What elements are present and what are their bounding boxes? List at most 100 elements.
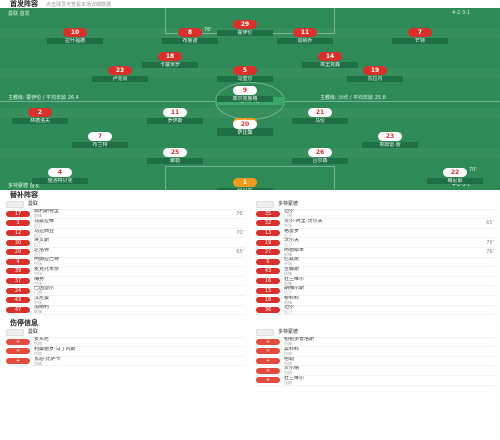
player-name: 布鲁诺 [162,38,218,44]
jersey-number: 23 [108,66,132,75]
injury-title: 伤停信息 [10,319,38,327]
player-name: 巴因迪尔 [34,286,55,292]
bottom-player[interactable]: 23 埃姆雷·詹 [360,132,420,154]
player-name: 萨比策 [217,130,273,136]
list-item[interactable]: 16 杜兰维尔 前锋 [256,277,494,287]
list-item[interactable]: 6 厄兹詹 中场 [256,257,494,268]
bottom-player[interactable]: 22 梅尼耶 70' [425,167,485,190]
injury-home: 曼联 + 安东尼 伤病 + 利桑德罗·马丁内斯 伤病 + 瓦恩-比萨卡 伤病 [0,328,250,440]
player-name: 卢克肖 [92,76,148,82]
injury-icon: + [256,358,280,365]
jersey-number: 14 [318,52,342,61]
jersey-number: 3 [6,220,30,227]
sub-time: 70' [469,167,477,173]
player-name: 佩利斯特里 [34,209,60,215]
bottom-player[interactable]: 26 吕尔森 [290,148,350,170]
top-player[interactable]: 14 埃里克森 [300,52,360,74]
jersey-number: 24 [6,287,30,294]
sub-time: 76' [204,27,212,33]
player-role: 伤病 [34,350,42,356]
bottom-player[interactable]: 4 施洛特贝克 [30,168,90,190]
list-item[interactable]: 47 加纳利 前锋 [6,305,244,316]
list-item[interactable]: 15 胡梅尔斯 后卫 [256,286,494,296]
list-item[interactable]: 35 迈尔 门将 [256,209,494,220]
jersey-number: 19 [256,239,280,246]
sub-time: 70' [236,230,244,237]
player-role: 门将 [284,213,292,219]
list-item[interactable]: + 安东尼 伤病 [6,337,244,348]
top-player[interactable]: 7 芒特 [390,28,450,50]
bottom-player[interactable]: 9 菲尔克鲁格 [215,86,275,108]
list-item[interactable]: + 莫科科 伤病 [256,347,494,357]
top-player[interactable]: 18 卡塞米罗 [140,52,200,74]
list-item[interactable]: 20 达洛特 后卫 65' [6,248,244,258]
bottom-player[interactable]: 20 萨比策 [215,120,275,142]
list-item[interactable]: + 瓦恩-比萨卡 伤病 [6,357,244,367]
bottom-player[interactable]: 11 罗伊斯 [145,108,205,130]
jersey-number: 39 [6,268,30,275]
list-item[interactable]: 43 吉滕斯 前锋 [256,267,494,277]
list-item[interactable]: 4 阿姆拉巴特 中场 [6,257,244,268]
list-item[interactable]: 43 汉尼拔 中场 [6,296,244,306]
jersey-number: 16 [256,278,280,285]
bottom-player[interactable]: 25 聚勒 [145,148,205,170]
player-name: 吉滕斯 [284,266,300,272]
jersey-number: 8 [178,28,202,37]
list-item[interactable]: 17 佩利斯特里 前锋 76' [6,209,244,220]
top-player[interactable]: 8 布鲁诺 76' [160,27,220,50]
player-name: 梅尼耶 [427,178,483,184]
list-item[interactable]: + 利桑德罗·马丁内斯 伤病 [6,347,244,357]
top-player[interactable]: 10 拉什福德 [45,28,105,50]
player-role: 后卫 [34,242,42,248]
top-player[interactable]: 29 霍伊伦 [215,20,275,42]
list-item[interactable]: 27 阿德耶米 前锋 76' [256,248,494,258]
player-role: 前锋 [284,299,292,305]
jersey-number: 7 [408,28,432,37]
list-item[interactable]: 12 马拉西亚 后卫 70' [6,229,244,239]
jersey-number: 7 [88,132,112,141]
top-player[interactable]: 23 卢克肖 [90,66,150,88]
player-role: 前锋 [284,280,292,286]
top-player[interactable]: 11 加纳乔 [275,28,335,50]
player-name: 汉尼拔 [34,295,50,301]
player-name: 沃尔夫 [284,238,300,244]
list-item[interactable]: 30 埃文斯 后卫 [6,238,244,248]
player-name: 埃文斯 [34,238,50,244]
list-item[interactable]: 24 巴因迪尔 门将 [6,286,244,296]
top-player[interactable]: 2 林德洛夫 [10,108,70,130]
list-item[interactable]: 32 贝尔-阿里-沃尔夫 中场 65' [256,219,494,229]
list-item[interactable]: 18 穆科科 前锋 [256,296,494,306]
jersey-number: 12 [6,230,30,237]
jersey-number: 43 [6,297,30,304]
player-name: 阿德耶米 [284,247,305,253]
list-item[interactable]: + 杜兰维尔 伤病 [256,376,494,386]
list-item[interactable]: + 哈勒 伤病 [256,357,494,367]
list-item[interactable]: + 贝尔纳 伤病 [256,366,494,376]
jersey-number: 29 [233,20,257,29]
bottom-player[interactable]: 21 马伦 [290,108,350,130]
list-item[interactable]: 13 格雷罗 后卫 [256,229,494,239]
injury-icon: + [256,348,280,355]
list-item[interactable]: + 帕帕多普洛斯 伤病 [256,337,494,348]
subs-home: 曼联 17 佩利斯特里 前锋 76' 3 马兹拉维 后卫 12 马拉西亚 后卫 70' 30 埃文斯 后卫… [0,200,250,318]
player-name: 科贝尔 [217,188,273,190]
pitch: 曼联 首发 4-2-3-1 主教练: 霍伊伦 / 平均年龄 26.4 首发阵容 … [0,8,500,190]
list-item[interactable]: 39 麦克托米奈 中场 [6,267,244,277]
list-item[interactable]: 19 沃尔夫 后卫 70' [256,238,494,248]
list-item[interactable]: 3 马兹拉维 后卫 [6,219,244,229]
jersey-number: 2 [28,108,52,117]
bottom-player[interactable]: 1科贝尔 [215,178,275,190]
player-role: 伤病 [284,360,292,366]
list-item[interactable]: 37 梅努 中场 [6,277,244,287]
top-player[interactable]: 5 马奎尔 [215,66,275,88]
home-logo-icon [6,200,24,208]
bottom-player[interactable]: 7 布兰特 [70,132,130,154]
list-item[interactable]: 36 迈尔 后卫 [256,305,494,316]
player-name: 马拉西亚 [34,228,55,234]
injury-icon: + [6,338,30,345]
injury-section-header: 伤停信息 [0,318,500,328]
player-name: 加纳乔 [277,38,333,44]
player-name: 埃里克森 [302,62,358,68]
jersey-number: 21 [308,108,332,117]
top-player[interactable]: 19 瓦拉内 [345,66,405,88]
